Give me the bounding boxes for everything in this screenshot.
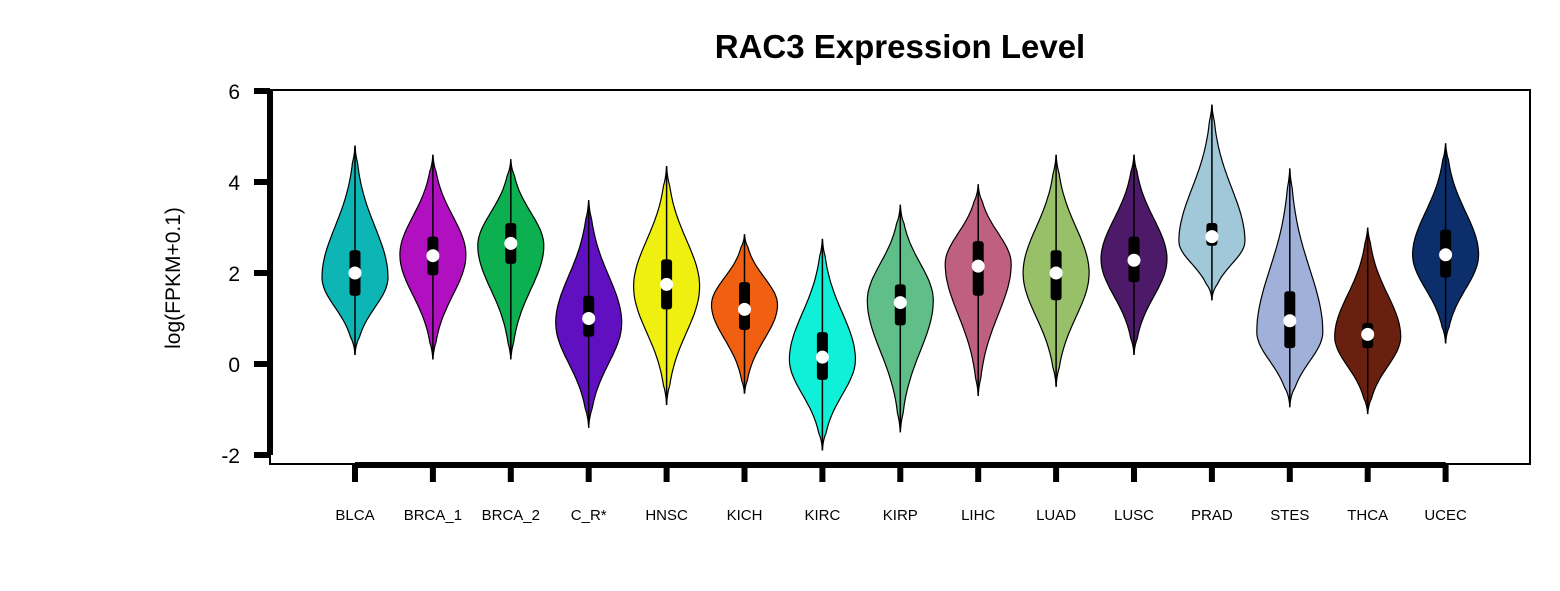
x-tick-label: BLCA [335,507,374,524]
violin-median-point [660,277,674,291]
violin-kirp [866,204,934,433]
x-tick-label: LUSC [1114,507,1154,524]
violin-median-point [815,350,829,364]
x-tick-label: KIRC [804,507,840,524]
violin-median-point [971,259,985,273]
violin-blca [321,145,389,355]
chart-title: RAC3 Expression Level [715,28,1085,65]
violin-kirc [788,238,857,451]
y-tick-label: 4 [228,172,240,195]
violin-ucec [1411,143,1480,344]
x-tick-label: BRCA_2 [482,507,540,524]
violin-median-point [1049,266,1063,280]
y-tick-label: -2 [221,445,240,468]
y-tick-label: 2 [228,263,240,286]
violin-median-point [348,266,362,280]
y-axis: -2 0 2 4 6 [221,81,273,468]
violin-median-point [426,249,440,263]
violin-series-group [321,104,1480,451]
x-tick-label: KICH [727,507,763,524]
violin-c-r- [555,200,623,428]
violin-median-point [738,302,751,316]
violin-kich [710,234,779,394]
violin-hnsc [632,166,701,405]
violin-brca-2 [477,159,545,360]
violin-median-point [1361,327,1375,341]
violin-median-point [582,312,596,325]
violin-lusc [1100,154,1168,355]
x-tick-label: BRCA_1 [404,507,462,524]
x-tick-label: KIRP [883,507,918,524]
x-tick-label: UCEC [1424,507,1467,524]
violin-median-point [1439,248,1453,262]
x-tick-label: STES [1270,507,1309,524]
x-tick-label: LIHC [961,507,995,524]
y-tick-label: 0 [228,354,240,377]
violin-median-point [1127,253,1141,267]
x-tick-label: THCA [1347,507,1388,524]
y-tick-label: 6 [228,81,240,104]
violin-median-point [1205,230,1219,244]
violin-median-point [893,296,907,310]
x-tick-label: LUAD [1036,507,1076,524]
violin-luad [1022,154,1090,387]
y-axis-label: log(FPKM+0.1) [162,207,185,349]
violin-brca-1 [399,154,467,360]
violin-thca [1334,227,1402,415]
violin-prad [1178,104,1246,301]
violin-stes [1256,168,1324,408]
violin-median-point [504,236,518,250]
x-tick-label: C_R* [571,507,607,524]
x-tick-label: HNSC [645,507,688,524]
violin-median-point [1283,314,1297,328]
x-axis: BLCA BRCA_1 BRCA_2 C_R* HNSC KICH KIRC KIRP LIHC… [335,462,1467,524]
violin-lihc [944,184,1012,396]
x-tick-label: PRAD [1191,507,1233,524]
